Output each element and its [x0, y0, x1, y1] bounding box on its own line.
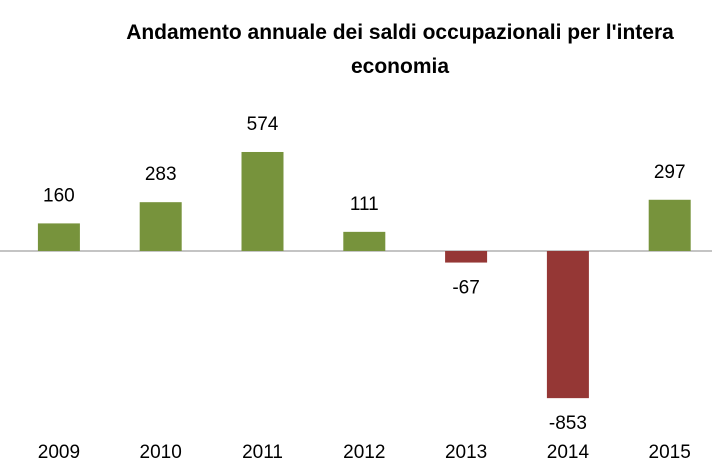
bar — [546, 251, 589, 399]
bar — [241, 151, 284, 251]
x-tick-label: 2012 — [343, 442, 385, 463]
value-label: 111 — [350, 194, 379, 215]
bar — [37, 223, 80, 251]
x-tick-label: 2010 — [140, 442, 182, 463]
x-tick-label: 2013 — [445, 442, 487, 463]
x-tick-label: 2014 — [547, 442, 590, 463]
value-label: -67 — [452, 278, 479, 299]
chart-title: Andamento annuale dei saldi occupazional… — [126, 21, 674, 78]
bar — [648, 199, 691, 251]
value-label: 283 — [145, 164, 177, 185]
x-tick-label: 2015 — [649, 442, 691, 463]
value-label: 574 — [247, 114, 279, 135]
x-tick-label: 2011 — [242, 442, 283, 463]
bar — [139, 202, 182, 251]
bar — [343, 231, 386, 251]
value-label: 297 — [654, 162, 686, 183]
value-label: 160 — [43, 185, 75, 206]
x-tick-label: 2009 — [38, 442, 80, 463]
bar — [445, 251, 488, 263]
value-label: -853 — [549, 413, 587, 434]
